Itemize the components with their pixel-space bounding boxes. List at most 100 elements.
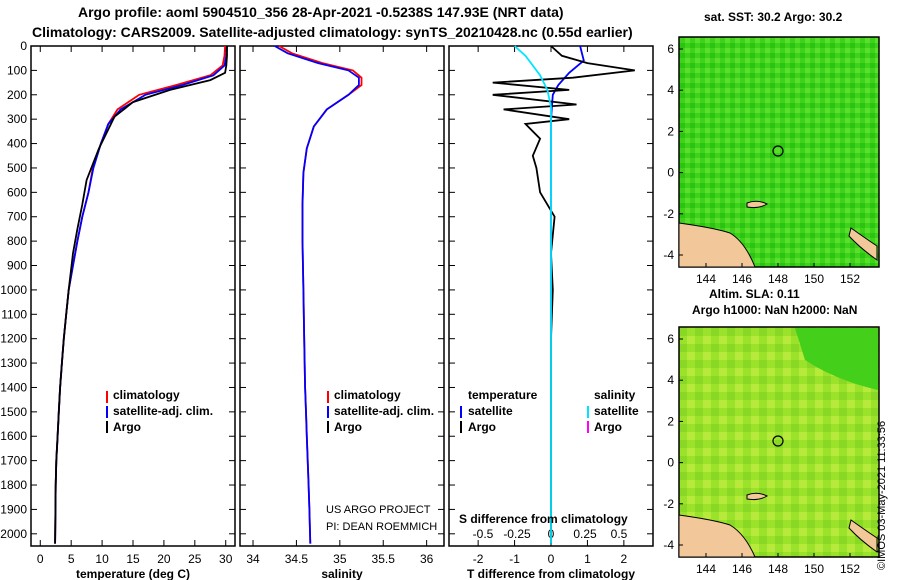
depth-tick-label: 1800 — [0, 478, 27, 492]
map-lon-label: 146 — [732, 562, 752, 576]
x-tick-label: 0 — [548, 552, 555, 566]
s-diff-tick-label: 0.5 — [611, 527, 628, 541]
legend-label-t-satellite: satellite — [468, 404, 513, 418]
map-lat-label: 6 — [667, 42, 674, 56]
depth-tick-label: 1100 — [1, 307, 27, 321]
map-lat-label: -4 — [663, 538, 674, 552]
sst-map-title: sat. SST: 30.2 Argo: 30.2 — [704, 10, 843, 24]
x-tick-label: 0 — [37, 552, 44, 566]
map-lat-label: 4 — [667, 373, 674, 387]
sla-map-title-1: Altim. SLA: 0.11 — [709, 287, 800, 301]
difference-legend: temperature salinity satellite Argo sate… — [459, 388, 639, 526]
x-tick-label: 10 — [95, 552, 109, 566]
legend-label-satellite: satellite-adj. clim. — [334, 404, 434, 418]
depth-tick-label: 1700 — [0, 454, 27, 468]
land-islet — [746, 200, 769, 209]
s-difference-title: S difference from climatology — [459, 512, 628, 526]
depth-tick-label: 1500 — [0, 405, 27, 419]
header-line-2: Climatology: CARS2009. Satellite-adjuste… — [32, 24, 633, 40]
credit-project: US ARGO PROJECT — [326, 504, 431, 516]
map-lat-label: -2 — [663, 497, 674, 511]
legend-label-s-satellite: satellite — [594, 404, 639, 418]
land-island — [848, 227, 878, 261]
sst-map-axes: 6 4 2 0 -2 -4 144 146 148 150 152 — [663, 42, 860, 286]
series-line-climatology — [278, 45, 363, 544]
depth-tick-label: 900 — [7, 259, 27, 273]
x-tick-label: 35 — [333, 552, 347, 566]
temperature-panel-frame — [30, 45, 236, 547]
x-tick-label: 34.5 — [285, 552, 309, 566]
salinity-legend: climatology satellite-adj. clim. Argo US… — [326, 388, 437, 533]
legend-label-climatology: climatology — [113, 388, 180, 402]
depth-tick-label: 800 — [7, 234, 27, 248]
salinity-panel-frame — [239, 45, 445, 547]
map-lon-label: 152 — [840, 272, 860, 286]
credit-pi: PI: DEAN ROEMMICH — [326, 521, 437, 533]
s-diff-tick-label: 0.25 — [573, 527, 597, 541]
map-lon-label: 150 — [804, 272, 824, 286]
map-lon-label: 148 — [768, 562, 788, 576]
depth-axis: 0 100 200 300 400 500 600 700 800 900 1000 1100 1200… — [0, 39, 653, 541]
x-tick-label: 5 — [68, 552, 75, 566]
depth-tick-label: 2000 — [0, 527, 27, 541]
x-tick-label: 30 — [219, 552, 233, 566]
map-lat-label: 2 — [667, 124, 674, 138]
series-line-argo — [54, 46, 228, 544]
map-lat-label: 0 — [667, 166, 674, 180]
series-line-temperature-argo — [492, 45, 635, 544]
sla-map-axes: 6 4 2 0 -2 -4 144 146 148 150 152 — [663, 332, 860, 576]
land-new-guinea — [678, 514, 756, 558]
map-lat-label: -4 — [663, 248, 674, 262]
depth-tick-label: 1400 — [0, 380, 27, 394]
depth-tick-label: 500 — [7, 161, 27, 175]
x-axis-label: T difference from climatology — [467, 567, 635, 580]
map-lon-label: 152 — [840, 562, 860, 576]
x-tick-label: -2 — [473, 552, 484, 566]
legend-label-satellite: satellite-adj. clim. — [113, 404, 213, 418]
x-tick-label: 2 — [621, 552, 628, 566]
land-island — [848, 519, 878, 553]
s-diff-tick-label: -0.25 — [503, 527, 531, 541]
depth-tick-label: 1300 — [0, 356, 27, 370]
land-islet — [746, 492, 769, 501]
map-lon-label: 144 — [696, 272, 716, 286]
s-diff-tick-label: -0.5 — [473, 527, 494, 541]
depth-tick-label: 1000 — [0, 283, 27, 297]
map-lat-label: 2 — [667, 414, 674, 428]
series-line-salinity-satellite — [513, 45, 552, 544]
depth-tick-label: 700 — [7, 210, 27, 224]
argo-float-marker — [772, 145, 784, 157]
map-lat-label: 4 — [667, 83, 674, 97]
depth-tick-label: 1200 — [0, 332, 27, 346]
map-lat-label: -2 — [663, 207, 674, 221]
series-line-satellite-adj-clim- — [54, 45, 228, 544]
legend-label-argo: Argo — [113, 420, 141, 434]
legend-label-climatology: climatology — [334, 388, 401, 402]
series-line-satellite-adj-clim- — [274, 45, 360, 544]
x-tick-label: 36 — [420, 552, 434, 566]
depth-tick-label: 200 — [7, 88, 27, 102]
map-lat-label: 6 — [667, 332, 674, 346]
legend-title-salinity: salinity — [594, 388, 636, 402]
sla-map-title-2: Argo h1000: NaN h2000: NaN — [692, 303, 858, 317]
temperature-legend: climatology satellite-adj. clim. Argo — [106, 388, 213, 434]
legend-label-s-argo: Argo — [594, 420, 622, 434]
legend-title-temperature: temperature — [468, 388, 538, 402]
map-lon-label: 150 — [804, 562, 824, 576]
map-lon-label: 146 — [732, 272, 752, 286]
x-tick-label: 35.5 — [372, 552, 396, 566]
map-lon-label: 144 — [696, 562, 716, 576]
depth-tick-label: 0 — [20, 39, 27, 53]
depth-tick-label: 300 — [7, 112, 27, 126]
map-lat-label: 0 — [667, 456, 674, 470]
x-tick-label: 1 — [584, 552, 591, 566]
land-new-guinea — [678, 222, 756, 268]
depth-tick-label: 1600 — [0, 429, 27, 443]
header-line-1: Argo profile: aoml 5904510_356 28-Apr-20… — [78, 4, 564, 20]
x-tick-label: -1 — [509, 552, 520, 566]
x-tick-label: 15 — [126, 552, 140, 566]
x-tick-label: 25 — [188, 552, 202, 566]
x-tick-label: 34 — [246, 552, 260, 566]
x-axis-label: salinity — [321, 567, 363, 580]
